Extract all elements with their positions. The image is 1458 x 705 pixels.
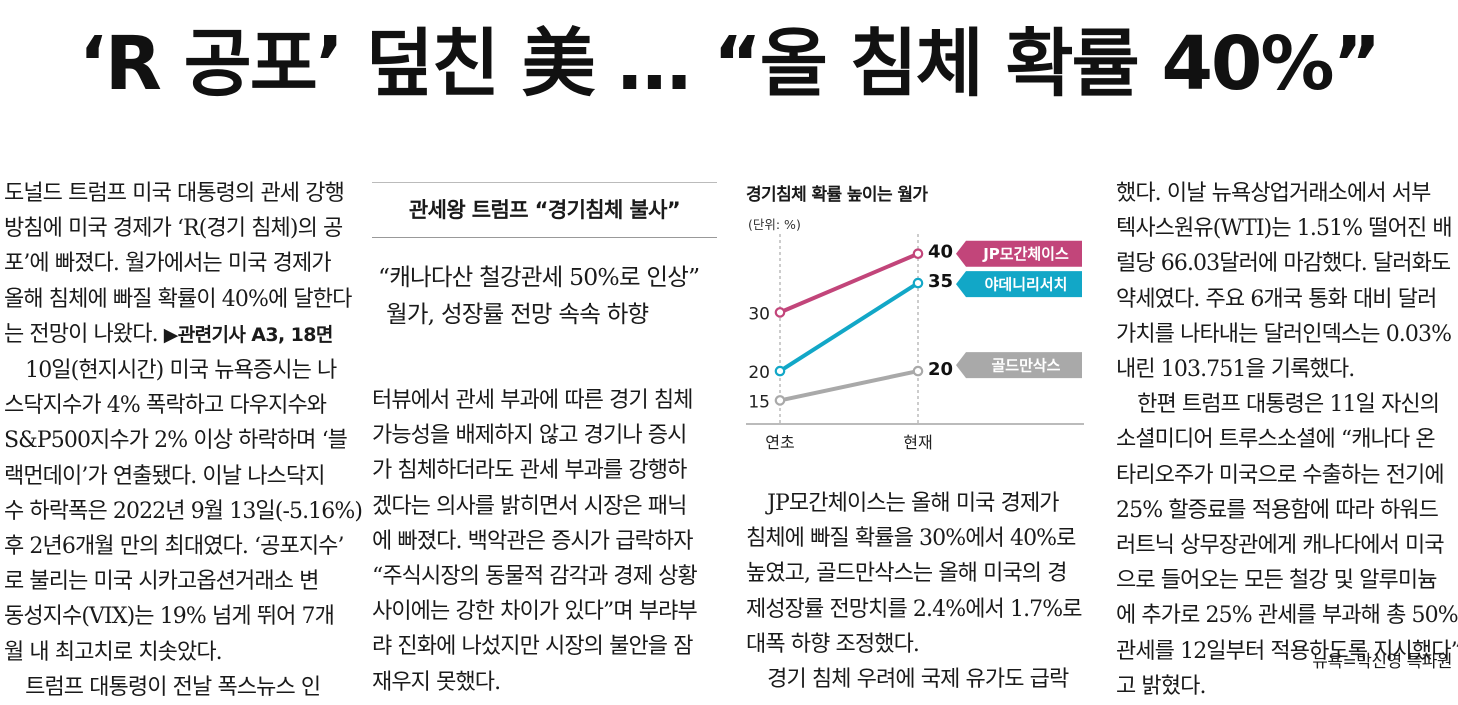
data-label: 35: [928, 271, 953, 292]
text-line: 후 2년6개월 만의 최대였다. ‘공포지수’: [4, 534, 345, 560]
text-line: 겠다는 의사를 밝히면서 시장은 패닉: [372, 493, 687, 519]
related-article-reference: ▶관련기사 A3, 18면: [163, 323, 334, 346]
text-line: 수 하락폭은 2022년 9월 13일(-5.16%): [4, 498, 363, 524]
text-line: 럴당 66.03달러에 마감했다. 달러화도: [1116, 251, 1451, 277]
text-line: 에 추가로 25% 관세를 부과해 총 50%: [1116, 603, 1458, 629]
text-line: 방침에 미국 경제가 ‘R(경기 침체)의 공: [4, 216, 343, 242]
text-line: 25% 할증료를 적용함에 따라 하워드: [1116, 497, 1439, 523]
legend-tag: [956, 240, 1082, 267]
text-line: 내린 103.751을 기록했다.: [1116, 357, 1355, 383]
deck: “캐나다산 철강관세 50%로 인상” 월가, 성장률 전망 속속 하향: [378, 259, 723, 333]
data-label: 30: [748, 304, 770, 324]
text-line: 10일(현지시간) 미국 뉴욕증시는 나: [4, 358, 337, 384]
legend-tag: [956, 352, 1082, 379]
text-line: 포’에 빠졌다. 월가에서는 미국 경제가: [4, 251, 332, 277]
text-line: 올해 침체에 빠질 확률이 40%에 달한다: [4, 286, 352, 312]
subheadline: 관세왕 트럼프 “경기침체 불사”: [408, 198, 681, 222]
data-label: 20: [748, 363, 770, 383]
text-line: 소셜미디어 트루스소셜에 “캐나다 온: [1116, 427, 1436, 453]
text-line: 에 빠졌다. 백악관은 증시가 급락하자: [372, 528, 693, 554]
text-line: 트럼프 대통령이 전날 폭스뉴스 인: [4, 674, 321, 700]
article-column-1: 도널드 트럼프 미국 대통령의 관세 강행 방침에 미국 경제가 ‘R(경기 침…: [4, 176, 363, 705]
data-point: [912, 248, 924, 260]
text-line: 러트닉 상무장관에게 캐나다에서 미국: [1116, 533, 1445, 559]
legend-tag: [956, 271, 1082, 298]
data-point: [774, 365, 786, 377]
text-line: 가 침체하더라도 관세 부과를 강행하: [372, 458, 687, 484]
deck-line: “캐나다산 철강관세 50%로 인상”: [378, 263, 700, 291]
data-label: 40: [928, 242, 953, 263]
text-line: 랙먼데이’가 연출됐다. 이날 나스닥지: [4, 463, 325, 489]
text-line: 가능성을 배제하지 않고 경기나 증시: [372, 423, 687, 449]
text-line: 약세였다. 주요 6개국 통화 대비 달러: [1116, 286, 1437, 312]
text-line: 는 전망이 나왔다. ▶관련기사 A3, 18면: [4, 317, 344, 353]
text-line: JP모간체이스는 올해 미국 경제가: [746, 491, 1059, 516]
text-fragment: 는 전망이 나왔다.: [4, 321, 159, 347]
text-line: 재우지 못했다.: [372, 669, 501, 695]
text-line: 랴 진화에 나섰지만 시장의 불안을 잠: [372, 634, 693, 660]
text-line: 타리오주가 미국으로 수출하는 전기에: [1116, 462, 1445, 488]
data-label: 20: [928, 359, 953, 380]
chart-plot: 연초 현재 30 40 JP모간체이스 20 35 야데니리서치 15 20 골드만삭스: [746, 234, 1084, 452]
legend-label: 골드만삭스: [991, 357, 1060, 375]
text-line: 사이에는 강한 차이가 있다”며 부랴부: [372, 599, 698, 625]
text-line: 월 내 최고치로 치솟았다.: [4, 639, 223, 665]
headline: ‘R 공포’ 덮친 美 … “올 침체 확률 40%”: [78, 21, 1381, 107]
article-column-3: JP모간체이스는 올해 미국 경제가 침체에 빠질 확률을 30%에서 40%로…: [746, 486, 1084, 697]
text-line: 도널드 트럼프 미국 대통령의 관세 강행: [4, 181, 345, 206]
byline: 뉴욕=박신영 특파원: [1312, 651, 1452, 672]
chart-unit: (단위: %): [748, 217, 801, 232]
chart-title: 경기침체 확률 높이는 월가: [746, 185, 928, 205]
article-column-2: 터뷰에서 관세 부과에 따른 경기 침체 가능성을 배제하지 않고 경기나 증시…: [372, 383, 717, 700]
text-line: 경기 침체 우려에 국제 유가도 급락: [746, 667, 1069, 693]
text-line: 터뷰에서 관세 부과에 따른 경기 침체: [372, 388, 693, 413]
text-line: 제성장률 전망치를 2.4%에서 1.7%로: [746, 596, 1083, 622]
data-point: [912, 277, 924, 289]
text-line: 으로 들어오는 모든 철강 및 알루미늄: [1116, 568, 1437, 594]
text-line: 한편 트럼프 대통령은 11일 자신의: [1116, 392, 1440, 418]
text-line: 했다. 이날 뉴욕상업거래소에서 서부: [1116, 181, 1431, 206]
text-line: 높였고, 골드만삭스는 올해 미국의 경: [746, 561, 1067, 587]
text-line: 대폭 하향 조정했다.: [746, 631, 920, 657]
data-point: [912, 365, 924, 377]
text-line: 동성지수(VIX)는 19% 넘게 뛰어 7개: [4, 604, 335, 630]
text-line: 로 불리는 미국 시카고옵션거래소 변: [4, 569, 319, 595]
line-chart: 경기침체 확률 높이는 월가 (단위: %) 연초 현재 30 40 JP모간체이스 20…: [746, 176, 1086, 466]
deck-line: 월가, 성장률 전망 속속 하향: [386, 300, 649, 328]
text-line: 가치를 나타내는 달러인덱스는 0.03%: [1116, 321, 1452, 347]
data-point: [774, 395, 786, 406]
legend-label: 야데니리서치: [985, 276, 1068, 294]
text-line: 침체에 빠질 확률을 30%에서 40%로: [746, 526, 1076, 552]
x-tick-label: 현재: [903, 433, 932, 452]
text-line: 스닥지수가 4% 폭락하고 다우지수와: [4, 393, 327, 419]
series-line: [778, 369, 920, 403]
data-point: [774, 307, 786, 318]
article-column-4: 했다. 이날 뉴욕상업거래소에서 서부 텍사스원유(WTI)는 1.51% 떨어…: [1116, 176, 1458, 699]
text-line: “주식시장의 동물적 감각과 경제 상황: [372, 564, 698, 590]
text-line: 관세를 12일부터 적용하도록 지시했다”: [1116, 638, 1458, 664]
legend-label: JP모간체이스: [982, 245, 1069, 263]
text-line: 텍사스원유(WTI)는 1.51% 떨어진 배: [1116, 216, 1453, 242]
data-label: 15: [748, 392, 770, 412]
series-line: [778, 281, 920, 374]
text-line: S&P500지수가 2% 이상 하락하며 ‘블: [4, 428, 348, 454]
subheadline-box: 관세왕 트럼프 “경기침체 불사”: [372, 182, 717, 238]
x-tick-label: 연초: [765, 433, 794, 452]
series-line: [778, 251, 920, 315]
